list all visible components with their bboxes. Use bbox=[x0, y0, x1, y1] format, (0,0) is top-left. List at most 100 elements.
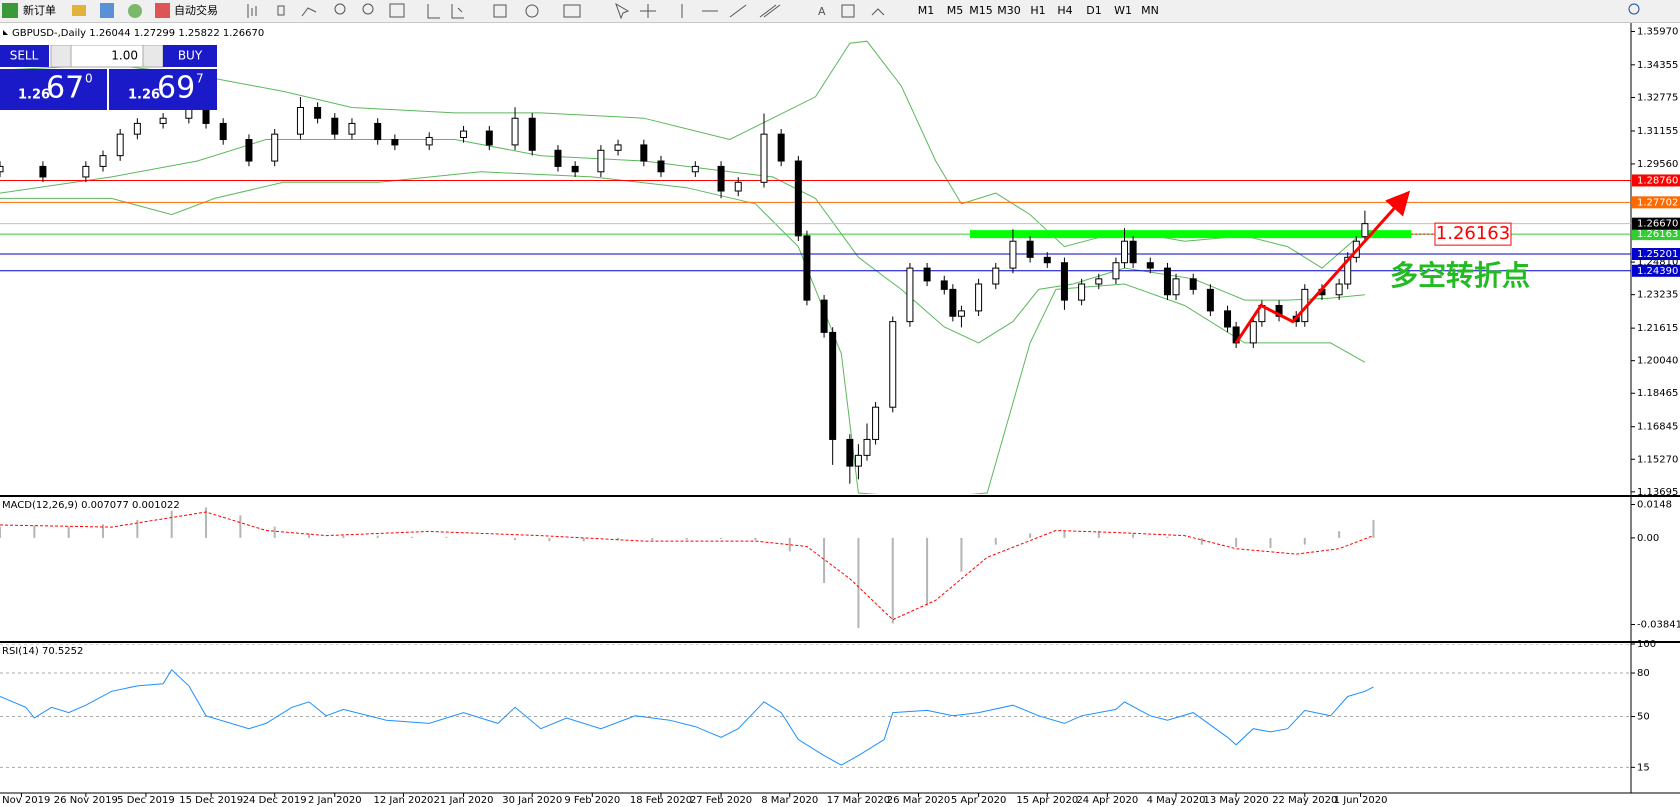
toolbar-icon[interactable] bbox=[100, 3, 114, 18]
collapse-icon[interactable] bbox=[3, 30, 8, 35]
timeframe-button[interactable]: M15 bbox=[969, 4, 993, 17]
candle-body bbox=[82, 165, 90, 178]
support-zone-tag bbox=[1434, 222, 1512, 246]
y-tick-label: 50 bbox=[1637, 712, 1650, 723]
timeframe-button[interactable]: H4 bbox=[1057, 4, 1072, 17]
new-order-icon[interactable] bbox=[2, 3, 18, 18]
one-click-trading: SELL 1.00 BUY 1.26 67 0 1.26 69 7 bbox=[0, 45, 217, 110]
candle-body bbox=[717, 165, 725, 192]
candle-body bbox=[872, 406, 880, 440]
candle-body bbox=[331, 117, 339, 135]
candle-body bbox=[1112, 262, 1120, 280]
timeframe-button[interactable]: M5 bbox=[947, 4, 964, 17]
candle-body bbox=[803, 235, 811, 301]
timeframe-button[interactable]: M30 bbox=[997, 4, 1021, 17]
candle-body bbox=[820, 299, 828, 333]
price-level-tag bbox=[1632, 196, 1680, 209]
x-tick-label: 5 Apr 2020 bbox=[951, 795, 1006, 806]
candle-body bbox=[1146, 262, 1154, 269]
candle-body bbox=[245, 139, 253, 162]
rsi-line bbox=[0, 669, 1374, 766]
x-tick-label: 2 Jan 2020 bbox=[308, 795, 362, 806]
sell-price-box[interactable] bbox=[0, 69, 107, 110]
support-zone bbox=[970, 230, 1412, 239]
candle-body bbox=[829, 331, 837, 440]
buy-price-pips[interactable]: 69 bbox=[157, 71, 195, 106]
price-level-tag bbox=[1632, 174, 1680, 187]
candle-body bbox=[863, 438, 871, 456]
timeframe-button[interactable]: W1 bbox=[1114, 4, 1132, 17]
candle-body bbox=[846, 438, 854, 467]
candle-body bbox=[1361, 223, 1369, 238]
lot-value[interactable]: 1.00 bbox=[111, 49, 138, 63]
y-tick-label: 1.31155 bbox=[1637, 126, 1678, 137]
x-tick-label: 26 Mar 2020 bbox=[887, 795, 950, 806]
candle-body bbox=[975, 283, 983, 312]
timeframe-button[interactable]: D1 bbox=[1086, 4, 1101, 17]
sell-price-big[interactable]: 1.26 bbox=[18, 88, 50, 103]
x-tick-label: 27 Feb 2020 bbox=[690, 795, 752, 806]
y-tick-label: 1.20040 bbox=[1637, 356, 1678, 367]
y-tick-label: 1.18465 bbox=[1637, 388, 1678, 399]
candle-body bbox=[1172, 278, 1180, 296]
candle-body bbox=[1026, 240, 1034, 258]
candle-body bbox=[794, 160, 802, 237]
sell-label[interactable]: SELL bbox=[10, 49, 39, 63]
timeframe-button[interactable]: MN bbox=[1141, 4, 1159, 17]
sell-price-pips[interactable]: 67 bbox=[46, 71, 84, 106]
macd-title: MACD(12,26,9) 0.007077 0.001022 bbox=[2, 500, 180, 511]
candle-body bbox=[1095, 278, 1103, 285]
buy-price-fraction[interactable]: 7 bbox=[196, 72, 204, 86]
price-level-tag bbox=[1632, 248, 1680, 261]
y-tick-label: 1.29560 bbox=[1637, 159, 1678, 170]
toolbar-icons[interactable]: A bbox=[247, 2, 885, 20]
candle-body bbox=[460, 130, 468, 138]
y-tick-label: 1.13695 bbox=[1637, 487, 1678, 498]
lot-up[interactable] bbox=[142, 45, 164, 68]
buy-button[interactable] bbox=[163, 45, 217, 67]
x-tick-label: 21 Jan 2020 bbox=[434, 795, 494, 806]
candle-body bbox=[314, 107, 322, 119]
candle-body bbox=[923, 267, 931, 282]
buy-price-box[interactable] bbox=[109, 69, 217, 110]
auto-trading-button[interactable]: 自动交易 bbox=[174, 3, 218, 17]
y-tick-label: 0.00 bbox=[1637, 533, 1659, 544]
annotation: 多空转折点 bbox=[1390, 259, 1530, 292]
x-tick-label: 4 May 2020 bbox=[1147, 795, 1206, 806]
y-tick-label: 1.23235 bbox=[1637, 290, 1678, 301]
buy-label[interactable]: BUY bbox=[178, 49, 203, 63]
toolbar-icon[interactable] bbox=[72, 5, 86, 16]
candle-body bbox=[1249, 321, 1257, 344]
lot-down[interactable] bbox=[50, 45, 72, 68]
price-level-label: 1.28760 bbox=[1637, 175, 1678, 186]
x-tick-label: 8 Mar 2020 bbox=[761, 795, 818, 806]
candle-body bbox=[391, 139, 399, 146]
toolbar-icon[interactable] bbox=[128, 4, 142, 18]
current-price-label: 1.26670 bbox=[1637, 219, 1678, 230]
candle-body bbox=[1344, 256, 1352, 285]
candle-body bbox=[777, 133, 785, 162]
y-tick-label: 100 bbox=[1637, 639, 1656, 650]
toolbar: 新订单 自动交易 A M1 M5 M15 M30 H1 H4 D1 W1 MN bbox=[0, 0, 1680, 23]
auto-trading-icon[interactable] bbox=[155, 3, 170, 18]
sell-button[interactable] bbox=[0, 45, 49, 67]
trend-arrow bbox=[1234, 190, 1411, 344]
candle-body bbox=[425, 136, 433, 146]
x-tick-label: 15 Dec 2019 bbox=[179, 795, 243, 806]
candle-body bbox=[296, 107, 304, 135]
new-order-button[interactable]: 新订单 bbox=[23, 3, 56, 17]
candle-body bbox=[374, 122, 382, 141]
search-icon[interactable] bbox=[1628, 3, 1640, 15]
candle-body bbox=[957, 310, 965, 317]
price-level-label: 1.25201 bbox=[1637, 249, 1678, 260]
timeframe-button[interactable]: H1 bbox=[1030, 4, 1045, 17]
timeframe-button[interactable]: M1 bbox=[918, 4, 935, 17]
x-tick-label: 30 Jan 2020 bbox=[502, 795, 562, 806]
candle-body bbox=[1009, 240, 1017, 269]
macd-signal bbox=[0, 511, 1374, 621]
buy-price-big[interactable]: 1.26 bbox=[128, 88, 160, 103]
bollinger-band bbox=[0, 171, 1366, 494]
sell-price-fraction[interactable]: 0 bbox=[85, 72, 93, 86]
